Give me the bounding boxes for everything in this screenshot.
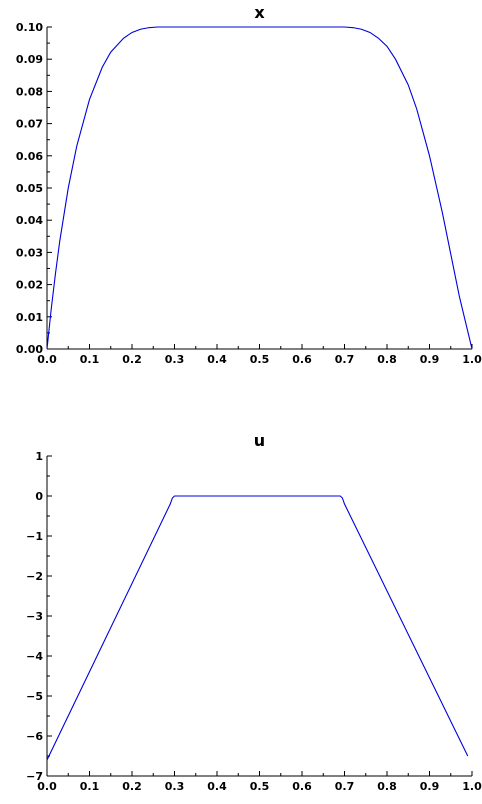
- y-tick-label: −5: [26, 690, 43, 703]
- x-tick-label: 0.9: [420, 780, 440, 793]
- chart-u: u 0.0 0.1 0.2 0.3 0.4 0.5 0.6 0.7 0.8 0.9 1.0 1 0 −1…: [26, 431, 482, 793]
- y-tick-label: −4: [26, 650, 43, 663]
- x-tick-label: 0.0: [37, 780, 57, 793]
- x-tick-label: 0.2: [122, 780, 142, 793]
- x-tick-label: 0.6: [292, 353, 312, 366]
- x-axis-ticks: 0.0 0.1 0.2 0.3 0.4 0.5 0.6 0.7 0.8 0.9 1.0: [37, 771, 482, 793]
- y-tick-label: 0.04: [16, 214, 43, 227]
- y-tick-label: 0.03: [16, 246, 43, 259]
- x-tick-label: 0.3: [165, 780, 185, 793]
- x-tick-label: 0.0: [37, 353, 57, 366]
- y-tick-label: −2: [26, 570, 43, 583]
- x-tick-label: 0.6: [292, 780, 312, 793]
- y-axis-ticks: 1 0 −1 −2 −3 −4 −5 −6 −7: [26, 450, 52, 783]
- y-tick-label: 0.00: [16, 343, 43, 356]
- x-tick-label: 0.5: [250, 353, 270, 366]
- x-tick-label: 0.8: [377, 353, 397, 366]
- x-tick-label: 0.1: [80, 780, 100, 793]
- x-tick-label: 0.4: [207, 353, 227, 366]
- x-axis-ticks: 0.0 0.1 0.2 0.3 0.4 0.5 0.6 0.7 0.8 0.9 1.0: [37, 344, 482, 366]
- y-tick-label: 1: [35, 450, 43, 463]
- x-tick-label: 0.3: [165, 353, 185, 366]
- y-tick-label: 0.07: [16, 118, 43, 131]
- y-tick-label: −7: [26, 770, 43, 783]
- y-tick-label: 0: [35, 490, 43, 503]
- y-tick-label: 0.05: [16, 182, 43, 195]
- y-tick-label: 0.02: [16, 279, 43, 292]
- chart-title: x: [254, 3, 265, 22]
- chart-x: x 0.0 0.1 0.2 0.3 0.4 0.5 0.6 0.7 0.8 0.9 1.0 0.00…: [16, 3, 482, 366]
- series-line-x: [46, 26, 473, 350]
- x-tick-label: 1.0: [462, 780, 482, 793]
- y-tick-label: 0.09: [16, 53, 43, 66]
- y-tick-label: 0.10: [16, 21, 43, 34]
- x-tick-label: 0.8: [377, 780, 397, 793]
- series-line-u: [46, 495, 469, 761]
- x-tick-label: 0.7: [335, 353, 355, 366]
- y-tick-label: −1: [26, 530, 43, 543]
- chart-title: u: [254, 431, 265, 450]
- y-tick-label: 0.06: [16, 150, 43, 163]
- x-tick-label: 0.4: [207, 780, 227, 793]
- x-tick-label: 0.7: [335, 780, 355, 793]
- y-tick-label: 0.01: [16, 311, 43, 324]
- x-tick-label: 0.1: [80, 353, 100, 366]
- y-tick-label: −3: [26, 610, 43, 623]
- y-tick-label: −6: [26, 730, 43, 743]
- x-tick-label: 0.2: [122, 353, 142, 366]
- x-tick-label: 1.0: [462, 353, 482, 366]
- y-tick-label: 0.08: [16, 85, 43, 98]
- x-tick-label: 0.9: [420, 353, 440, 366]
- x-tick-label: 0.5: [250, 780, 270, 793]
